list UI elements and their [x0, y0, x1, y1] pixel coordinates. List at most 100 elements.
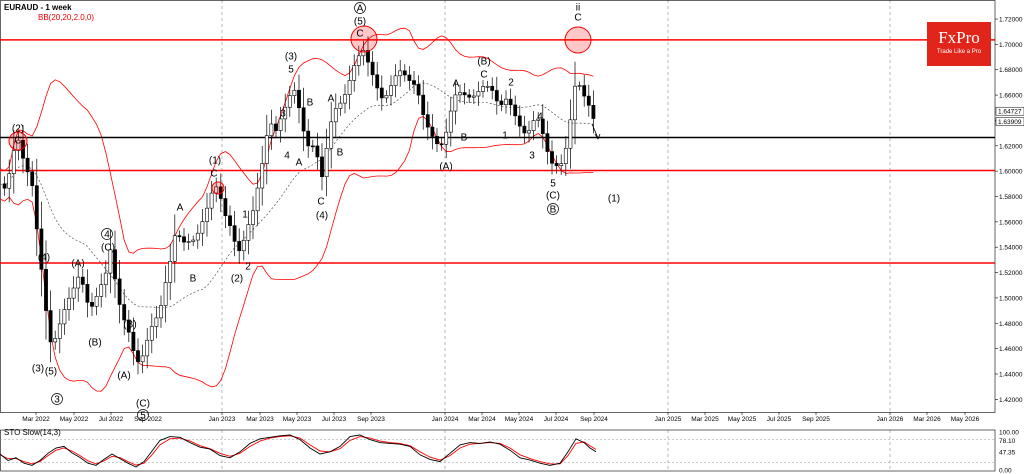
- y-tick-label: 1.46000: [999, 346, 1023, 353]
- wave-label: (B): [88, 338, 101, 349]
- wave-label: 1: [502, 131, 508, 142]
- candle-body: [7, 173, 12, 189]
- wave-label: (A): [439, 162, 452, 173]
- candle-body: [481, 86, 485, 92]
- x-tick-label: Sep 2024: [580, 416, 608, 423]
- candle-body: [448, 110, 453, 133]
- wave-label: (C): [136, 399, 150, 410]
- candle-body: [329, 121, 334, 149]
- stoch-title: STO Slow(14,3): [4, 428, 61, 437]
- wave-label: B: [190, 274, 197, 285]
- y-tick-label: 1.52000: [999, 270, 1023, 277]
- candle-body: [591, 105, 596, 119]
- highlight-circle: [564, 26, 592, 54]
- candle-body: [582, 85, 587, 97]
- candle-body: [494, 90, 499, 102]
- wave-label: (4): [316, 211, 328, 222]
- candle-body: [191, 239, 196, 242]
- lower-band: [0, 116, 594, 392]
- candle-body: [99, 284, 104, 297]
- candle-body: [301, 107, 306, 132]
- candle-body: [209, 192, 214, 209]
- candle-body: [568, 119, 573, 149]
- x-tick-label: Mar 2025: [691, 416, 719, 423]
- x-axis: Mar 2022 May 2022 Jul 2022 Sep 2022 Jan 2023…: [22, 412, 980, 423]
- candle-body: [53, 338, 58, 343]
- candle-body: [315, 145, 320, 158]
- candle-body: [76, 276, 81, 289]
- y-tick-label: 1.60000: [999, 169, 1023, 176]
- x-tick-label: Jan 2024: [432, 416, 459, 423]
- wave-label: B: [461, 133, 468, 144]
- candle-body: [504, 98, 508, 106]
- y-tick-label: 1.44000: [999, 371, 1023, 378]
- wave-label: 3: [54, 395, 60, 406]
- candle-body: [205, 207, 209, 222]
- candle-body: [384, 95, 389, 99]
- candle-body: [223, 198, 228, 217]
- wave-label: (2): [12, 124, 24, 135]
- candle-body: [57, 323, 62, 339]
- y-tick-label: 1.58000: [999, 194, 1023, 201]
- wave-labels: (2)C(4)(3) (5)3(A)(B)4(C)(B)(A)(C)5AB(1)C…: [8, 2, 620, 422]
- candle-body: [16, 139, 21, 151]
- candle-body: [361, 50, 366, 57]
- candle-body: [462, 92, 467, 96]
- candle-body: [108, 249, 113, 274]
- stoch-tick-label: 47.35: [999, 450, 1016, 457]
- candle-body: [278, 118, 283, 131]
- wave-label: 2: [508, 78, 514, 89]
- highlight-circle: [350, 25, 378, 53]
- candle-body: [25, 157, 30, 173]
- candle-body: [251, 210, 255, 225]
- candle-body: [416, 84, 421, 96]
- candle-body: [306, 130, 311, 147]
- wave-label: (2): [231, 274, 243, 285]
- candle-body: [237, 241, 242, 252]
- wave-label: ii: [576, 3, 580, 14]
- wave-label: (3): [285, 52, 297, 63]
- candle-body: [458, 92, 462, 96]
- y-tick-label: 1.68000: [999, 67, 1023, 74]
- candle-body: [333, 108, 338, 123]
- x-tick-label: Mar 2023: [246, 416, 274, 423]
- candle-body: [320, 156, 324, 178]
- y-tick-label: 1.70000: [999, 42, 1023, 49]
- candle-body: [471, 95, 476, 98]
- candle-body: [577, 85, 582, 87]
- wave-label: (A): [71, 259, 84, 270]
- wave-label: (B): [477, 57, 490, 68]
- wave-circle: [51, 393, 63, 405]
- candle-body: [274, 123, 278, 131]
- wave-label: B: [550, 205, 557, 216]
- candle-body: [559, 163, 564, 166]
- candle-body: [310, 145, 315, 148]
- wave-label: 4: [104, 230, 110, 241]
- candle-body: [122, 304, 127, 321]
- candle-body: [485, 85, 490, 88]
- candle-body: [172, 235, 177, 262]
- middle-band: [0, 82, 594, 309]
- candle-body: [407, 74, 412, 81]
- candle-body: [168, 260, 173, 283]
- candle-body: [476, 91, 481, 97]
- candle-body: [85, 284, 90, 303]
- wave-label: 5: [288, 65, 294, 76]
- candle-body: [453, 94, 458, 112]
- logo-brand: FxPro: [938, 28, 980, 47]
- x-tick-label: Jul 2023: [322, 416, 347, 423]
- stoch-tick-label: 78.10: [999, 438, 1016, 445]
- candle-body: [94, 296, 99, 307]
- candle-body: [370, 61, 375, 76]
- candle-body: [103, 272, 108, 286]
- candle-body: [352, 65, 357, 81]
- candle-body: [545, 133, 550, 152]
- candle-body: [563, 148, 568, 164]
- wave-label: A: [453, 79, 460, 90]
- candle-body: [513, 104, 518, 117]
- x-tick-label: Jul 2025: [767, 416, 792, 423]
- candle-body: [2, 183, 7, 189]
- candle-body: [439, 143, 444, 146]
- candle-body: [522, 125, 527, 134]
